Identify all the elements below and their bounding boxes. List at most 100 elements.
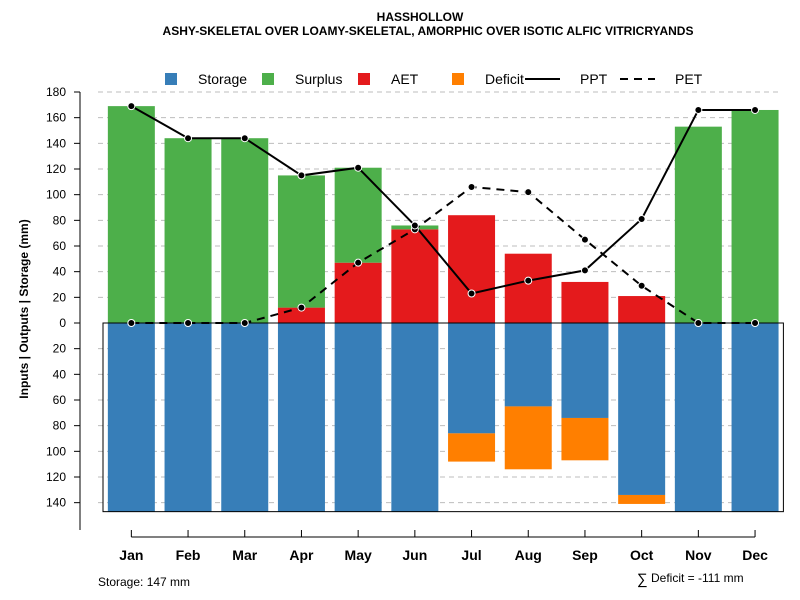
pet-point [467, 182, 476, 191]
y-tick-label: 20 [53, 290, 67, 304]
y-axis-label: Inputs | Outputs | Storage (mm) [17, 219, 31, 398]
y-tick-label: 180 [46, 85, 66, 99]
storage-bar [334, 323, 382, 512]
y-tick-label: 0 [59, 316, 66, 330]
storage-bar [561, 323, 609, 418]
legend-label: Deficit [485, 71, 524, 87]
ppt-point [637, 215, 646, 224]
storage-bar [618, 323, 666, 495]
deficit-bar [504, 406, 552, 470]
surplus-bar [164, 138, 212, 323]
x-tick-label: Apr [289, 547, 314, 563]
pet-point [580, 235, 589, 244]
surplus-bar [277, 175, 325, 308]
surplus-bar [334, 167, 382, 263]
sum-symbol: ∑ [637, 571, 648, 588]
pet-point [184, 319, 193, 327]
pet-point [354, 258, 363, 267]
x-tick-label: Jun [402, 547, 427, 563]
storage-bar [504, 323, 552, 407]
x-tick-label: Oct [630, 547, 654, 563]
surplus-bar [674, 126, 722, 324]
deficit-note: Deficit = -111 mm [651, 571, 744, 585]
aet-bar [448, 215, 496, 323]
ppt-point [694, 105, 703, 114]
ppt-point [410, 221, 419, 230]
x-tick-label: Mar [232, 547, 257, 563]
surplus-bar [107, 106, 155, 323]
legend-swatch [262, 73, 274, 85]
legend-label: Storage [198, 71, 247, 87]
deficit-bar [618, 494, 666, 504]
pet-point [637, 281, 646, 290]
storage-bar [164, 323, 212, 512]
surplus-bar [731, 109, 779, 323]
ppt-point [467, 289, 476, 298]
chart-title: HASSHOLLOW [377, 10, 464, 24]
legend-label: PPT [580, 71, 608, 87]
ppt-point [127, 102, 136, 111]
storage-capacity-outline [102, 322, 784, 513]
aet-bar [334, 262, 382, 323]
pet-point [240, 319, 249, 327]
pet-point [751, 319, 760, 327]
legend-label: PET [675, 71, 703, 87]
y-tick-label: 100 [46, 444, 66, 458]
y-tick-label: 120 [46, 162, 66, 176]
pet-line [131, 185, 756, 324]
y-tick-label: 140 [46, 136, 66, 150]
x-tick-label: May [345, 547, 372, 563]
chart-subtitle: ASHY-SKELETAL OVER LOAMY-SKELETAL, AMORP… [163, 24, 694, 38]
ppt-line [130, 105, 756, 295]
aet-bar [561, 281, 609, 323]
ppt-point [580, 266, 589, 275]
aet-bar [504, 253, 552, 323]
bars [102, 106, 784, 513]
y-tick-label: 40 [53, 265, 67, 279]
storage-bar [221, 323, 269, 512]
y-tick-label: 120 [46, 470, 66, 484]
y-tick-label: 60 [53, 239, 67, 253]
x-tick-label: Jan [119, 547, 143, 563]
legend: Storage Surplus AET Deficit PPT PET [165, 71, 703, 87]
pet-point [524, 188, 533, 197]
ppt-point [751, 105, 760, 114]
storage-bar [448, 323, 496, 434]
gridlines [98, 91, 780, 504]
ppt-point [184, 134, 193, 143]
legend-label: AET [391, 71, 419, 87]
storage-bar [391, 323, 439, 512]
y-tick-label: 20 [53, 342, 67, 356]
ppt-point [524, 276, 533, 285]
series-lines [127, 102, 760, 327]
aet-bar [618, 296, 666, 323]
surplus-bar [221, 138, 269, 323]
legend-swatch [452, 73, 464, 85]
storage-bar [277, 323, 325, 512]
legend-swatch [358, 73, 370, 85]
aet-bar [391, 229, 439, 323]
y-tick-label: 80 [53, 213, 67, 227]
y-tick-label: 160 [46, 111, 66, 125]
ppt-point [354, 163, 363, 172]
x-tick-label: Nov [685, 547, 712, 563]
storage-bar [731, 323, 779, 512]
legend-swatch [165, 73, 177, 85]
y-tick-label: 60 [53, 393, 67, 407]
x-tick-label: Sep [572, 547, 598, 563]
x-tick-label: Jul [461, 547, 481, 563]
pet-point [694, 319, 703, 327]
deficit-bar [561, 417, 609, 461]
y-tick-label: 40 [53, 367, 67, 381]
axes: 180 160 140 120 100 80 60 40 20 0 20 40 60 80 100 120 14… [46, 85, 768, 563]
pet-point [127, 319, 136, 327]
ppt-point [297, 171, 306, 180]
storage-bar [674, 323, 722, 512]
deficit-bar [448, 433, 496, 462]
y-tick-label: 140 [46, 496, 66, 510]
x-tick-label: Dec [742, 547, 768, 563]
y-tick-label: 100 [46, 188, 66, 202]
storage-bar [107, 323, 155, 512]
pet-point [297, 303, 306, 312]
